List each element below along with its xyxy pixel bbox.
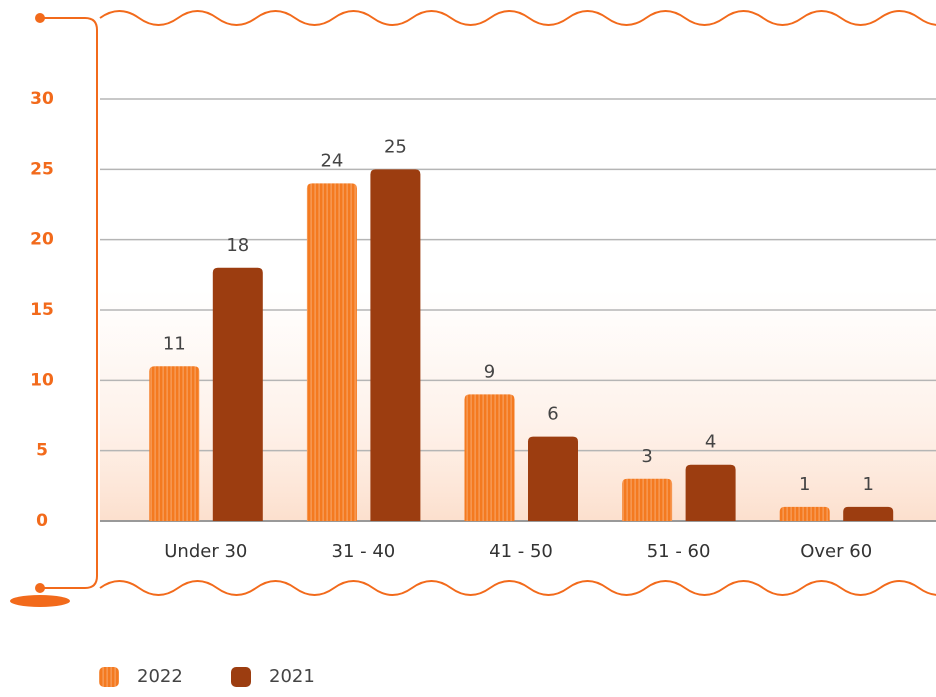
legend-swatch bbox=[231, 667, 251, 687]
y-tick-label: 10 bbox=[30, 370, 54, 390]
legend-label: 2022 bbox=[137, 666, 183, 687]
y-tick-label: 25 bbox=[30, 159, 54, 179]
value-label: 6 bbox=[547, 404, 558, 425]
bar bbox=[622, 479, 672, 521]
bar bbox=[307, 183, 357, 521]
bar bbox=[528, 437, 578, 521]
bar bbox=[780, 507, 830, 521]
legend-swatch bbox=[99, 667, 119, 687]
x-tick-label: 41 - 50 bbox=[489, 541, 553, 562]
y-tick-label: 20 bbox=[30, 230, 54, 250]
legend-label: 2021 bbox=[269, 666, 315, 687]
y-tick-label: 0 bbox=[36, 511, 48, 531]
value-label: 4 bbox=[705, 432, 716, 453]
y-tick-label: 5 bbox=[36, 441, 48, 461]
value-label: 24 bbox=[320, 150, 343, 171]
value-label: 25 bbox=[384, 136, 407, 157]
bar bbox=[843, 507, 893, 521]
bar bbox=[686, 465, 736, 521]
value-label: 18 bbox=[226, 235, 249, 256]
bar bbox=[213, 268, 263, 521]
value-label: 1 bbox=[799, 474, 810, 495]
chart: 051015202530Under 30111831 - 40242541 - … bbox=[0, 0, 936, 693]
x-tick-label: Under 30 bbox=[164, 541, 247, 562]
y-tick-label: 15 bbox=[30, 300, 54, 320]
value-label: 1 bbox=[862, 474, 873, 495]
bar bbox=[370, 169, 420, 521]
value-label: 9 bbox=[484, 361, 495, 382]
x-tick-label: Over 60 bbox=[800, 541, 872, 562]
x-tick-label: 31 - 40 bbox=[332, 541, 396, 562]
value-label: 3 bbox=[641, 446, 652, 467]
x-tick-label: 51 - 60 bbox=[647, 541, 711, 562]
bar bbox=[149, 366, 199, 521]
value-label: 11 bbox=[163, 333, 186, 354]
bar bbox=[465, 394, 515, 521]
y-tick-label: 30 bbox=[30, 89, 54, 109]
